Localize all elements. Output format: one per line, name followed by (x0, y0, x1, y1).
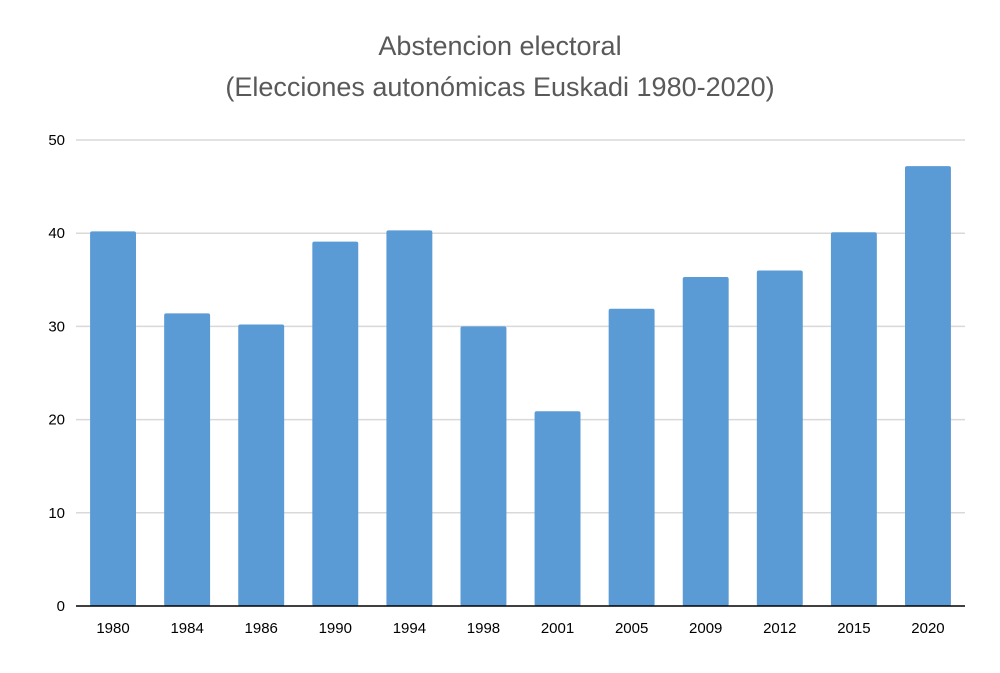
x-tick-label: 2009 (689, 620, 722, 637)
y-tick-label: 30 (48, 318, 65, 335)
y-axis-ticks: 0 10 20 30 40 50 (48, 132, 65, 615)
bar-2005 (608, 308, 655, 606)
x-tick-label: 1980 (96, 620, 129, 637)
x-axis-ticks: 1980 1984 1986 1990 1994 1998 2001 2005 2009 2012… (96, 620, 944, 637)
bar-1998 (460, 326, 507, 606)
x-tick-label: 1990 (319, 620, 352, 637)
bar-2012 (756, 270, 803, 606)
gridlines (76, 139, 965, 514)
x-tick-label: 1986 (245, 620, 278, 637)
x-tick-label: 2020 (911, 620, 944, 637)
bar-1984 (164, 313, 211, 606)
bar-2001 (534, 411, 581, 606)
x-tick-label: 1984 (170, 620, 203, 637)
bar-1986 (238, 324, 285, 606)
x-tick-label: 2001 (541, 620, 574, 637)
x-tick-label: 1994 (393, 620, 426, 637)
y-tick-label: 40 (48, 225, 65, 242)
x-tick-label: 1998 (467, 620, 500, 637)
bars (90, 166, 951, 607)
y-tick-label: 20 (48, 412, 65, 429)
bar-2009 (682, 277, 729, 606)
bar-2020 (904, 166, 951, 606)
y-tick-label: 10 (48, 505, 65, 522)
bar-1980 (90, 231, 137, 606)
y-tick-label: 0 (57, 598, 65, 615)
chart-subtitle: (Elecciones autonómicas Euskadi 1980-202… (225, 72, 775, 102)
bar-2015 (830, 232, 877, 606)
x-tick-label: 2005 (615, 620, 648, 637)
y-tick-label: 50 (48, 132, 65, 149)
bar-1994 (386, 230, 433, 607)
bar-1990 (312, 241, 359, 606)
x-tick-label: 2012 (763, 620, 796, 637)
chart-title: Abstencion electoral (378, 31, 622, 61)
x-tick-label: 2015 (837, 620, 870, 637)
